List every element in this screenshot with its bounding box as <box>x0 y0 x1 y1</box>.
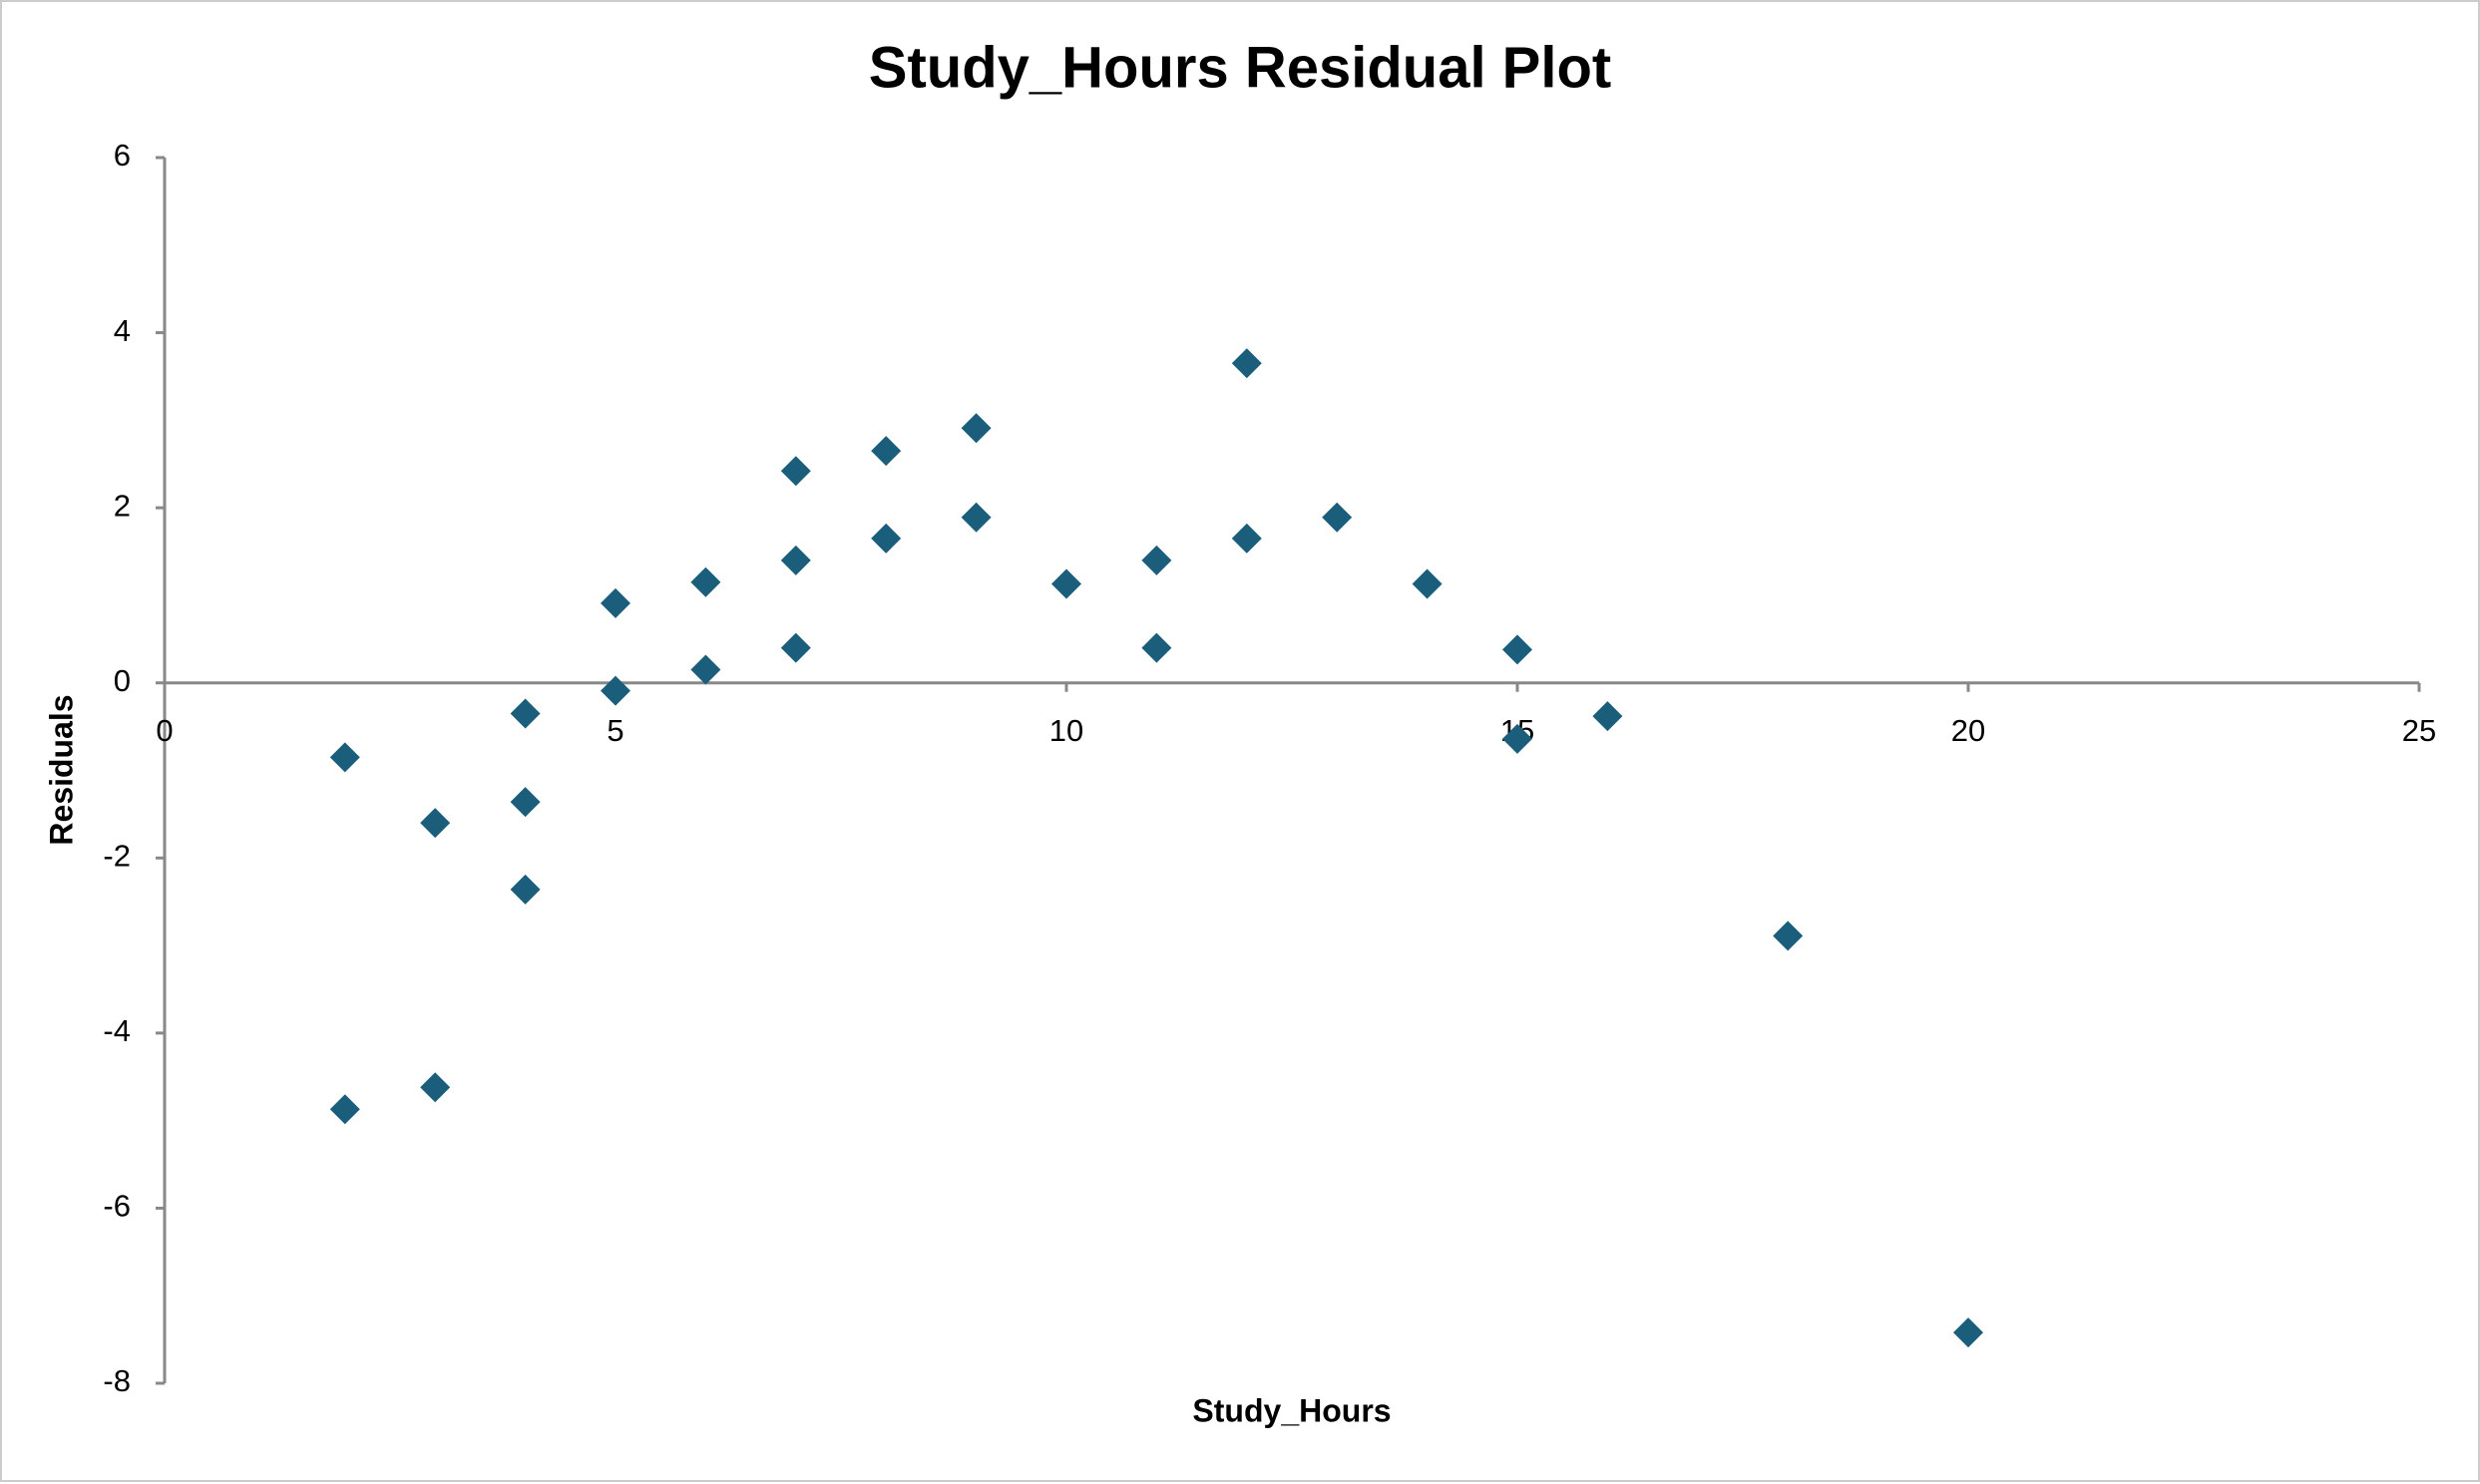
x-tick-label: 20 <box>1951 713 1985 748</box>
data-point <box>1953 1317 1983 1348</box>
y-tick-label: -8 <box>103 1363 131 1398</box>
data-point <box>1773 921 1804 951</box>
data-point <box>1592 701 1623 732</box>
data-point <box>1502 634 1532 665</box>
y-tick-label: 4 <box>114 313 131 348</box>
data-point <box>329 742 360 773</box>
y-axis-title: Residuals <box>43 694 79 845</box>
x-tick-label: 10 <box>1049 713 1083 748</box>
data-point <box>601 587 630 618</box>
data-point <box>961 413 992 444</box>
y-tick-label: 2 <box>114 488 131 523</box>
data-point <box>420 808 451 839</box>
chart-title: Study_Hours Residual Plot <box>869 35 1611 100</box>
y-tick-label: 0 <box>114 663 131 698</box>
data-point <box>1412 568 1443 599</box>
data-point <box>690 566 721 597</box>
y-tick-label: 6 <box>114 138 131 173</box>
data-point <box>780 456 811 487</box>
data-point <box>871 436 902 467</box>
y-tick-label: -4 <box>103 1013 131 1048</box>
data-point <box>1502 723 1532 754</box>
x-tick-label: 5 <box>607 713 623 748</box>
data-point <box>510 787 541 818</box>
data-point <box>601 675 630 706</box>
x-tick-label: 25 <box>2402 713 2436 748</box>
data-point <box>961 502 992 533</box>
data-point <box>780 545 811 575</box>
y-tick-label: -2 <box>103 838 131 873</box>
y-tick-label: -6 <box>103 1189 131 1224</box>
data-point <box>1231 348 1262 379</box>
data-point <box>1231 523 1262 554</box>
data-point <box>1141 632 1172 663</box>
data-point <box>1141 545 1172 575</box>
x-tick-label: 0 <box>156 713 173 748</box>
data-point <box>1322 502 1353 533</box>
data-point <box>329 1094 360 1125</box>
data-point <box>510 698 541 729</box>
data-point <box>871 523 902 554</box>
data-point <box>780 632 811 663</box>
x-axis-title: Study_Hours <box>1192 1392 1391 1428</box>
data-point <box>1051 568 1081 599</box>
data-point <box>420 1072 451 1103</box>
data-point <box>510 874 541 905</box>
data-point <box>690 654 721 685</box>
